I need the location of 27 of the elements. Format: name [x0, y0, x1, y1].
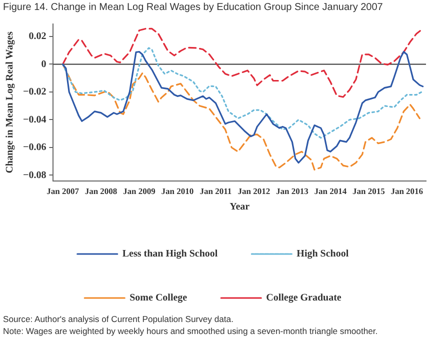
legend-label: Less than High School: [122, 248, 218, 260]
x-tick-label: Jan 2013: [276, 186, 308, 196]
y-tick-label: −0.02: [22, 86, 46, 98]
x-tick-label: Jan 2015: [352, 186, 385, 196]
x-tick-label: Jan 2016: [390, 186, 424, 196]
chart-title: Figure 14. Change in Mean Log Real Wages by Education Group Since January 2007: [2, 1, 384, 15]
y-axis-title: Change in Mean Log Real Wages: [4, 31, 16, 174]
legend-label: High School: [296, 248, 349, 260]
x-tick-label: Jan 2014: [314, 186, 348, 196]
line-series: [62, 47, 424, 139]
y-tick-label: 0.02: [28, 31, 46, 42]
y-tick-label: 0: [41, 58, 46, 70]
legend-label: College Graduate: [266, 292, 342, 304]
x-axis-title: Year: [230, 202, 250, 213]
source-note: Source: Author's analysis of Current Population Survey data.: [2, 313, 234, 325]
x-tick-label: Jan 2011: [200, 186, 232, 196]
y-tick-label: −0.06: [22, 142, 46, 154]
x-tick-label: Jan 2009: [123, 186, 156, 196]
x-tick-label: Jan 2008: [84, 186, 118, 196]
y-tick-label: −0.08: [22, 170, 46, 181]
line-series: [62, 28, 424, 98]
legend-label: Some College: [130, 292, 188, 304]
y-tick-label: −0.04: [22, 114, 46, 126]
x-tick-label: Jan 2010: [161, 186, 194, 196]
x-tick-label: Jan 2007: [46, 186, 80, 196]
x-tick-label: Jan 2012: [238, 186, 270, 196]
text: Note: Wages are weighted by weekly hours and smoothed using a seven-month triangle smoother.: [2, 325, 379, 337]
